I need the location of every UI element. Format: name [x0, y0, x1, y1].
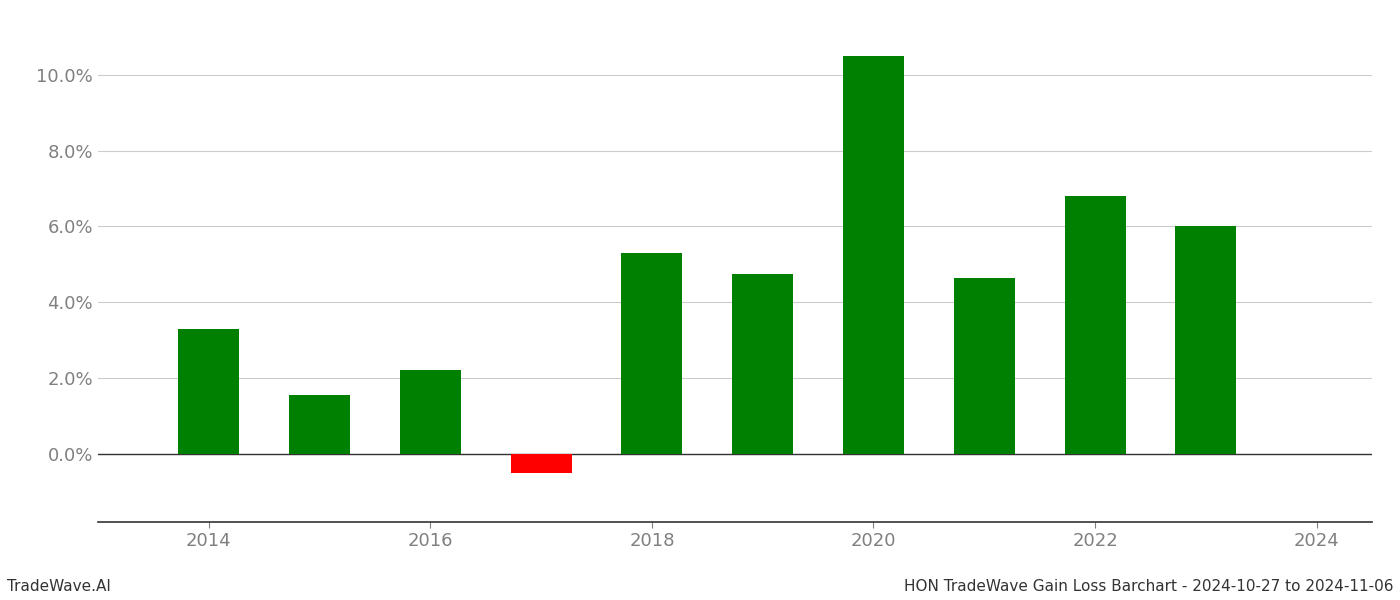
Bar	[1064, 196, 1126, 454]
Bar	[622, 253, 682, 454]
Text: TradeWave.AI: TradeWave.AI	[7, 579, 111, 594]
Bar	[843, 56, 904, 454]
Bar	[732, 274, 794, 454]
Bar	[1176, 226, 1236, 454]
Bar	[953, 278, 1015, 454]
Bar	[290, 395, 350, 454]
Bar	[178, 329, 239, 454]
Bar	[511, 454, 571, 473]
Bar	[400, 370, 461, 454]
Text: HON TradeWave Gain Loss Barchart - 2024-10-27 to 2024-11-06: HON TradeWave Gain Loss Barchart - 2024-…	[903, 579, 1393, 594]
